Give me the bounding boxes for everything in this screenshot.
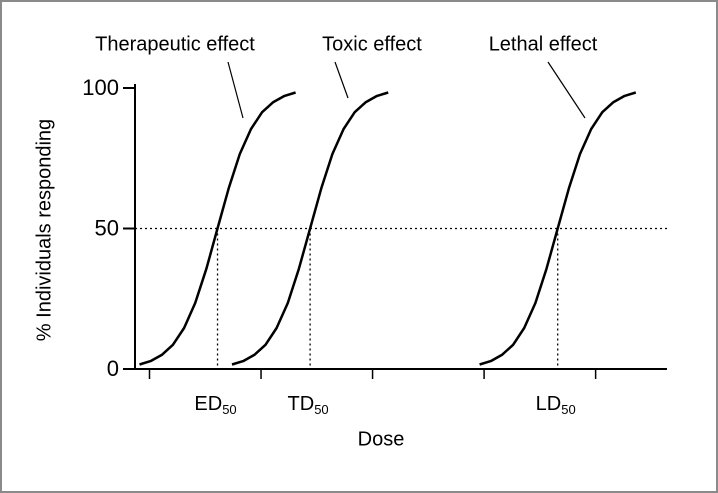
- marker-label-main: LD: [536, 393, 562, 415]
- curve-label: Toxic effect: [322, 33, 422, 55]
- y-axis-label: % Individuals responding: [33, 119, 55, 341]
- y-tick-label: 50: [95, 215, 119, 240]
- marker-label: LD50: [536, 393, 576, 417]
- marker-label-sub: 50: [314, 402, 328, 417]
- x-axis-label: Dose: [358, 428, 405, 450]
- leader-line: [547, 61, 586, 119]
- marker-label-main: TD: [288, 393, 315, 415]
- curve-label: Lethal effect: [489, 33, 598, 55]
- y-tick-label: 0: [107, 356, 119, 381]
- marker-label-main: ED: [194, 393, 222, 415]
- leader-line: [227, 61, 244, 119]
- leader-line: [334, 61, 349, 99]
- marker-label: ED50: [194, 393, 236, 417]
- marker-label-sub: 50: [561, 402, 575, 417]
- marker-label: TD50: [288, 393, 329, 417]
- y-tick-label: 100: [82, 75, 119, 100]
- curve-label: Therapeutic effect: [95, 33, 255, 55]
- marker-label-sub: 50: [222, 402, 236, 417]
